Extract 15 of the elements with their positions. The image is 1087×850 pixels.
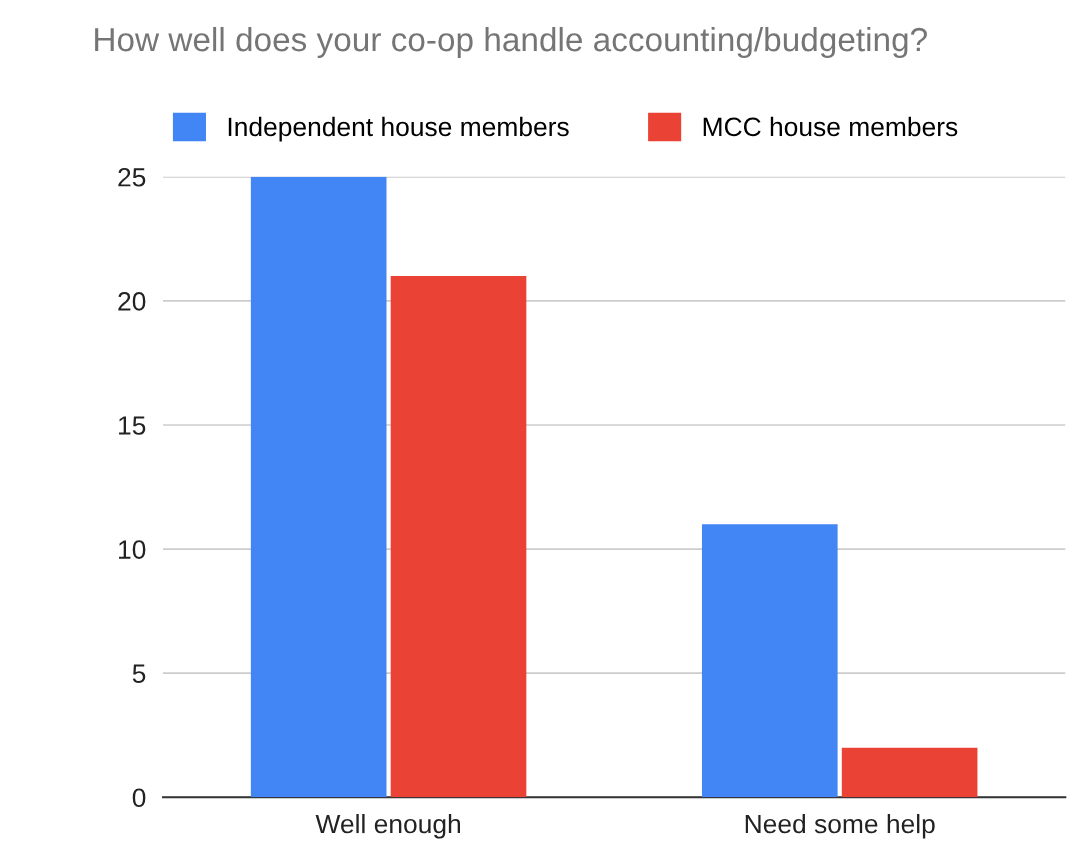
y-tick-label: 15 (119, 416, 146, 435)
y-tick-label: 25 (118, 167, 146, 187)
bar (841, 747, 978, 798)
x-tick-label: Well enough (315, 813, 461, 839)
bar (250, 176, 387, 798)
y-tick-label: 0 (132, 788, 146, 808)
chart-title: How well does your co-op handle accounting/budgeting? (95, 26, 927, 59)
legend-label: Independent house members (228, 116, 569, 142)
x-tick-label: Need some help (745, 813, 935, 839)
y-tick-label: 5 (132, 664, 146, 684)
y-tick-label: 20 (118, 292, 146, 311)
bar (701, 524, 838, 798)
y-tick-label: 10 (119, 540, 146, 559)
bar (390, 276, 527, 798)
legend-label: MCC house members (703, 116, 958, 137)
